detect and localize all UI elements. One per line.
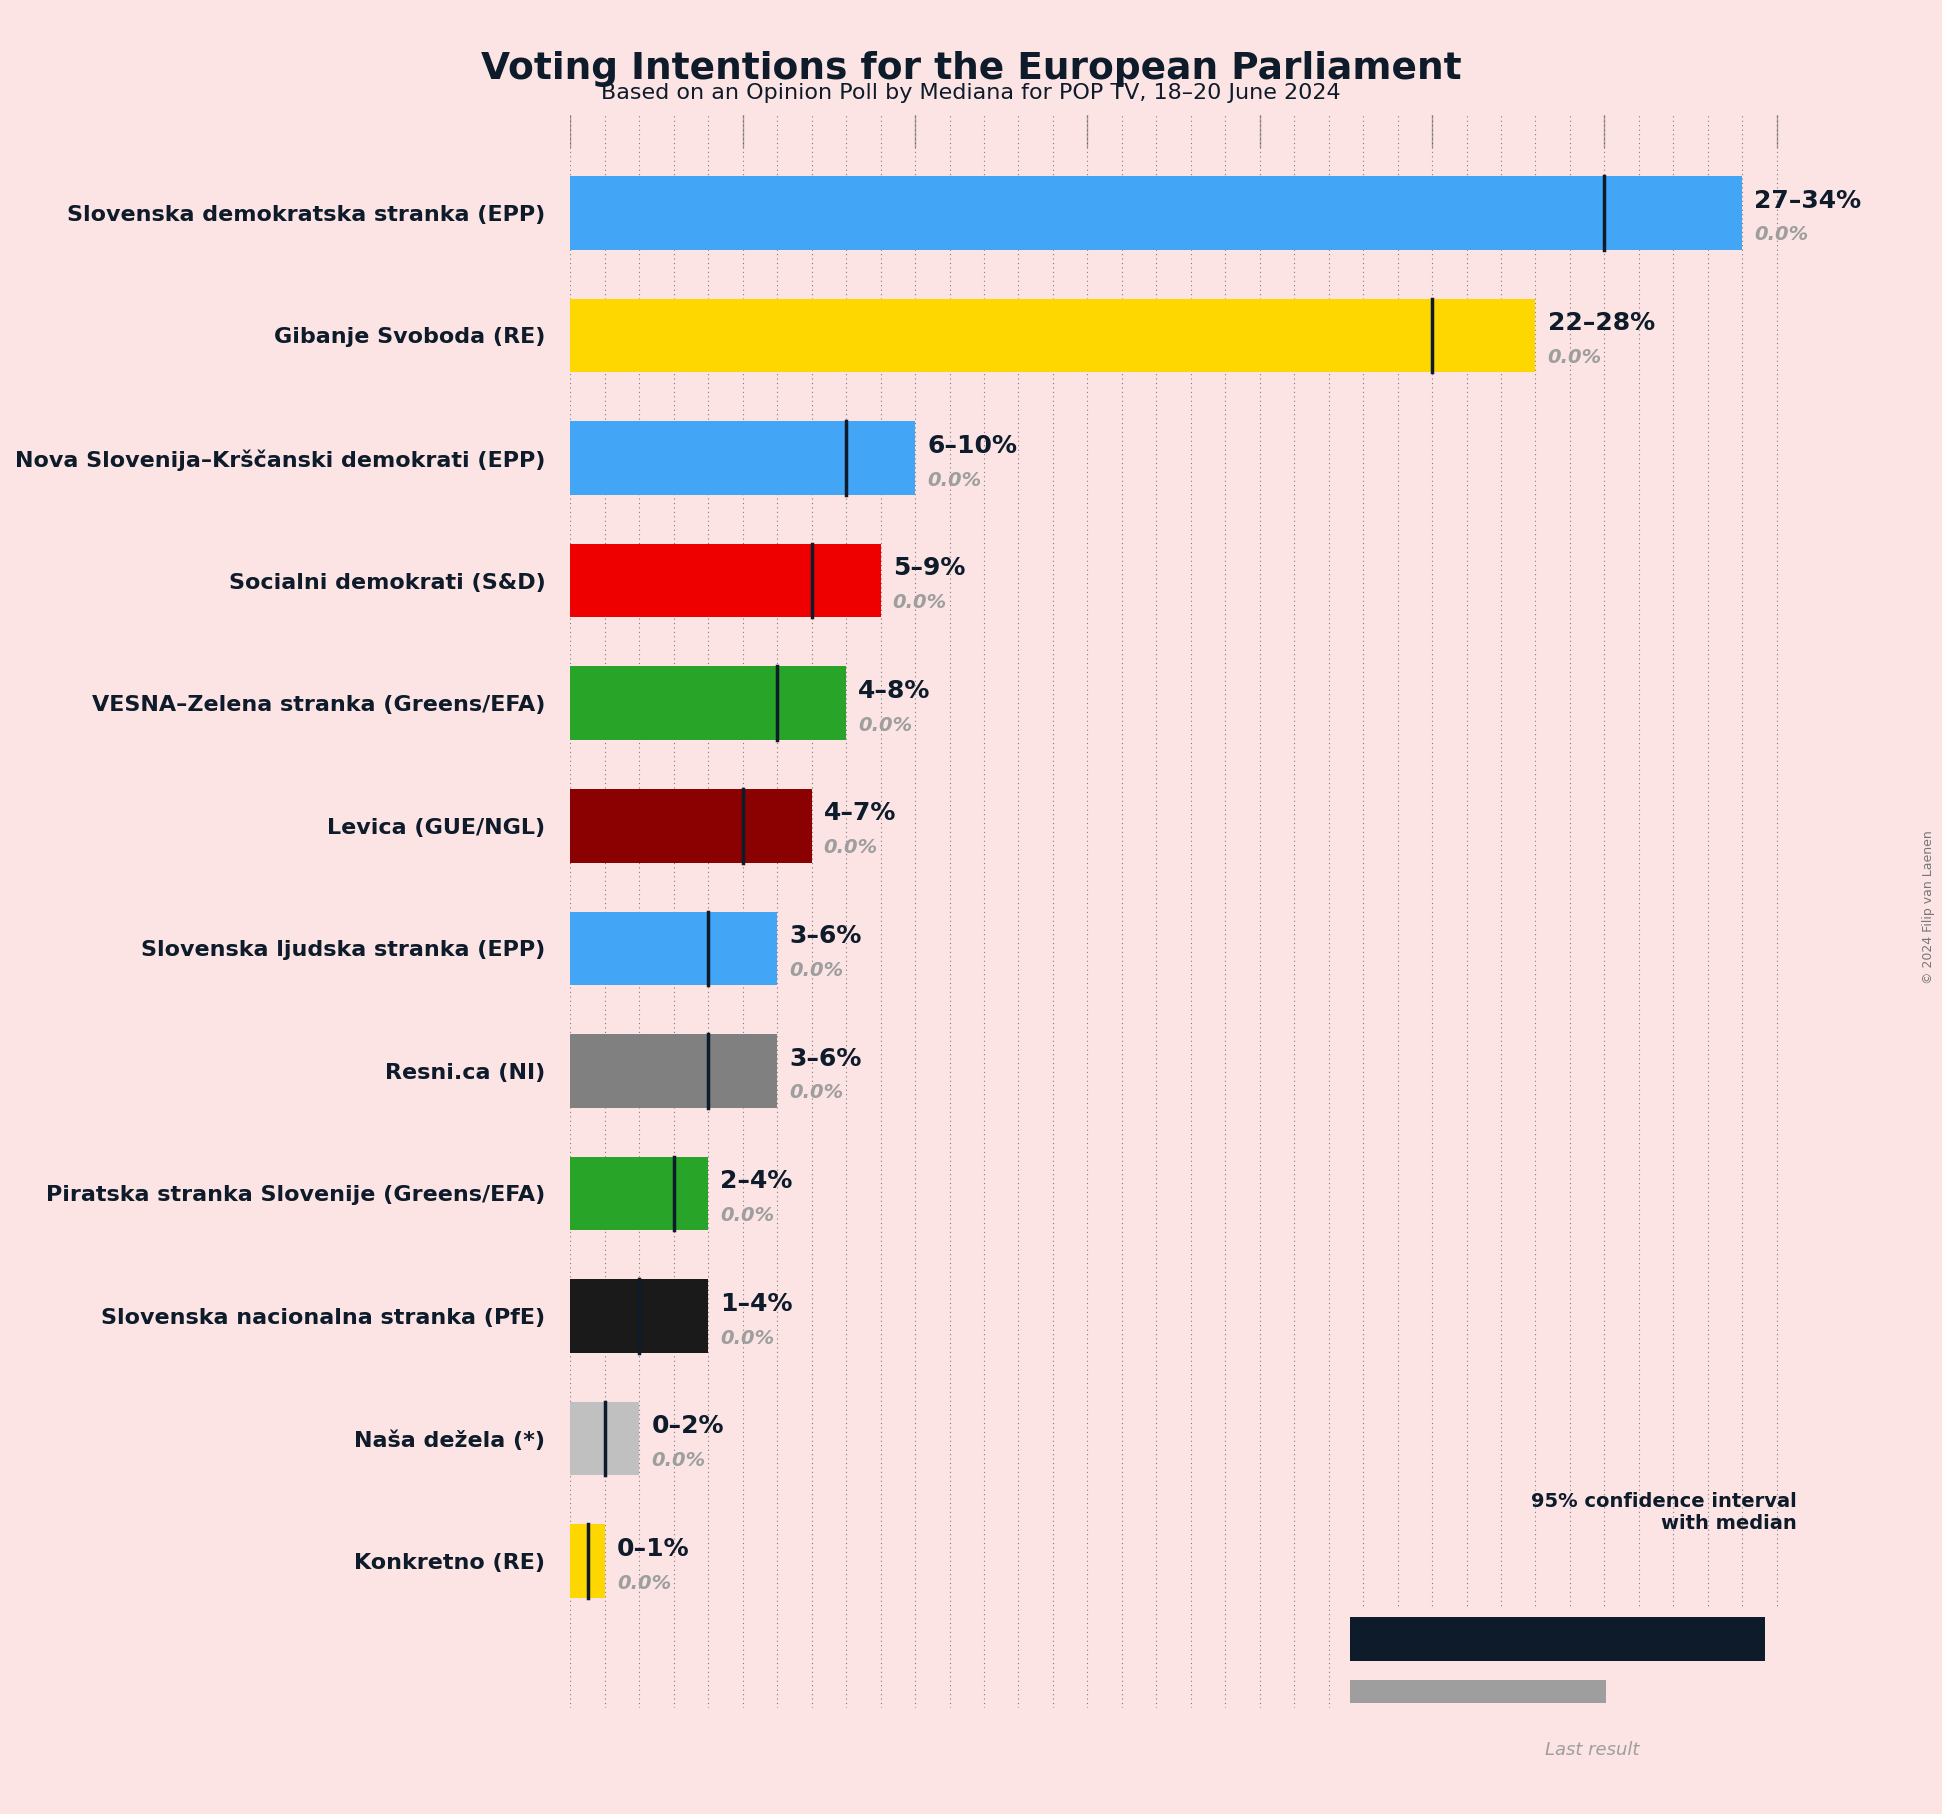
Bar <box>742 789 812 862</box>
Text: 0–2%: 0–2% <box>651 1415 724 1439</box>
Bar <box>571 1157 639 1230</box>
Text: Based on an Opinion Poll by Mediana for POP TV, 18–20 June 2024: Based on an Opinion Poll by Mediana for … <box>602 83 1340 103</box>
Bar <box>1431 299 1536 372</box>
Text: 27–34%: 27–34% <box>1754 189 1862 212</box>
Bar <box>709 666 777 740</box>
Bar <box>571 666 709 740</box>
Bar <box>1559 1616 1662 1662</box>
Bar <box>674 1157 709 1230</box>
Text: 1–4%: 1–4% <box>720 1292 792 1315</box>
Bar <box>571 544 742 617</box>
Bar <box>588 1524 604 1598</box>
Text: 22–28%: 22–28% <box>1548 312 1655 336</box>
Text: 0.0%: 0.0% <box>720 1328 775 1348</box>
Text: © 2024 Filip van Laenen: © 2024 Filip van Laenen <box>1923 831 1934 983</box>
Bar <box>1662 1616 1765 1662</box>
Text: 0.0%: 0.0% <box>1754 225 1808 245</box>
Text: 0.0%: 0.0% <box>788 1083 843 1103</box>
Text: 0.0%: 0.0% <box>858 717 913 735</box>
Bar <box>571 1034 674 1108</box>
Bar <box>709 911 777 985</box>
Bar <box>709 789 742 862</box>
Bar <box>1350 1680 1606 1703</box>
Text: 2–4%: 2–4% <box>720 1170 792 1194</box>
Text: 3–6%: 3–6% <box>788 1047 862 1070</box>
Text: 0.0%: 0.0% <box>926 470 981 490</box>
Bar <box>639 1279 709 1353</box>
Bar <box>1501 176 1604 250</box>
Bar <box>571 1524 588 1598</box>
Text: 0–1%: 0–1% <box>618 1536 689 1560</box>
Bar <box>777 421 847 495</box>
Text: 4–8%: 4–8% <box>858 678 930 702</box>
Bar <box>571 1402 604 1475</box>
Text: 5–9%: 5–9% <box>893 557 965 580</box>
Bar <box>1350 1616 1559 1662</box>
Bar <box>571 176 1501 250</box>
Text: Last result: Last result <box>1546 1741 1639 1760</box>
Bar <box>709 1034 777 1108</box>
Bar <box>571 421 777 495</box>
Text: 0.0%: 0.0% <box>893 593 948 611</box>
Bar <box>1328 299 1431 372</box>
Bar <box>639 1157 674 1230</box>
Text: 0.0%: 0.0% <box>618 1575 672 1593</box>
Text: 0.0%: 0.0% <box>823 838 878 858</box>
Text: 6–10%: 6–10% <box>926 434 1018 457</box>
Bar <box>742 544 812 617</box>
Bar <box>674 1034 709 1108</box>
Bar <box>571 1279 604 1353</box>
Text: 3–6%: 3–6% <box>788 923 862 949</box>
Bar <box>571 299 1328 372</box>
Text: 0.0%: 0.0% <box>651 1451 705 1469</box>
Bar <box>777 666 847 740</box>
Text: 95% confidence interval
with median: 95% confidence interval with median <box>1532 1491 1796 1533</box>
Bar <box>571 789 709 862</box>
Text: 0.0%: 0.0% <box>1548 348 1602 366</box>
Text: 0.0%: 0.0% <box>788 961 843 980</box>
Bar <box>571 911 674 985</box>
Bar <box>847 421 915 495</box>
Bar <box>604 1402 639 1475</box>
Bar <box>812 544 880 617</box>
Bar <box>1604 176 1742 250</box>
Bar <box>674 911 709 985</box>
Text: 4–7%: 4–7% <box>823 802 895 825</box>
Text: Voting Intentions for the European Parliament: Voting Intentions for the European Parli… <box>482 51 1460 87</box>
Text: 0.0%: 0.0% <box>720 1206 775 1224</box>
Bar <box>604 1279 639 1353</box>
